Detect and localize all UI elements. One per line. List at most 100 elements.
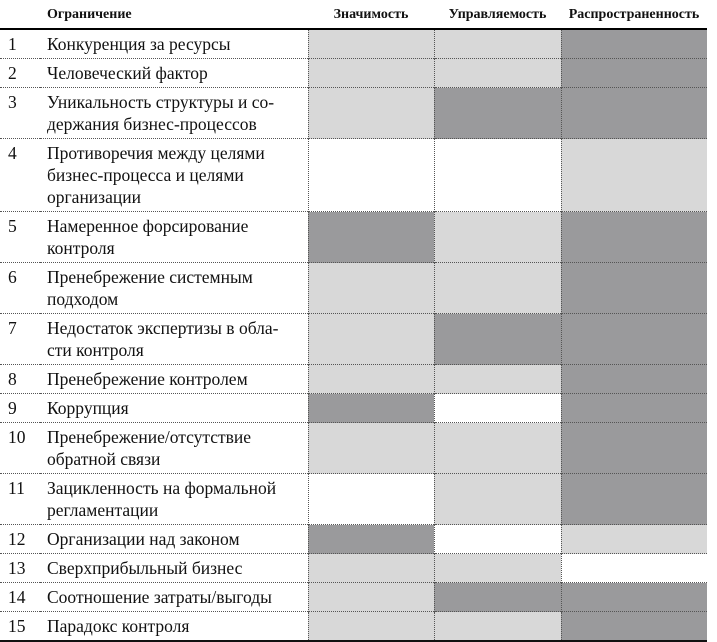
- header-manageability: Управляемость: [434, 0, 561, 30]
- manageability-shade-cell: [433, 211, 561, 263]
- manageability-shade-cell: [433, 393, 561, 423]
- row-number: 2: [0, 58, 40, 88]
- manageability-shade-cell: [433, 313, 561, 365]
- row-number: 8: [0, 364, 40, 394]
- significance-shade-cell: [307, 364, 434, 394]
- table-row: 13 Сверхприбыльный бизнес: [0, 553, 707, 583]
- significance-shade-cell: [307, 611, 434, 642]
- significance-shade-cell: [307, 524, 434, 554]
- limitation-name: Пренебрежение системным подходом: [40, 262, 308, 314]
- table-row: 4 Противоречия между целями бизнес-процес…: [0, 138, 707, 212]
- prevalence-shade-cell: [560, 611, 707, 642]
- limitation-name: Намеренное форсирование контроля: [40, 211, 308, 263]
- table-row: 10 Пренебрежение/отсутствие обратной связ…: [0, 422, 707, 474]
- row-number: 6: [0, 262, 40, 314]
- header-number: [0, 0, 40, 30]
- manageability-shade-cell: [433, 524, 561, 554]
- significance-shade-cell: [307, 87, 434, 139]
- significance-shade-cell: [307, 582, 434, 612]
- prevalence-shade-cell: [560, 87, 707, 139]
- table-row: 12 Организации над законом: [0, 524, 707, 554]
- limitation-name: Противоречия между целями бизнес-процесс…: [40, 138, 308, 212]
- manageability-shade-cell: [433, 138, 561, 212]
- table-row: 14 Соотношение затраты/выгоды: [0, 582, 707, 612]
- manageability-shade-cell: [433, 611, 561, 642]
- prevalence-shade-cell: [560, 553, 707, 583]
- row-number: 3: [0, 87, 40, 139]
- prevalence-shade-cell: [560, 262, 707, 314]
- header-significance: Значимость: [308, 0, 434, 30]
- manageability-shade-cell: [433, 582, 561, 612]
- limitation-name: Пренебрежение контролем: [40, 364, 308, 394]
- header-limitation: Ограничение: [40, 0, 308, 30]
- prevalence-shade-cell: [560, 138, 707, 212]
- row-number: 1: [8, 34, 17, 54]
- limitation-name: Человеческий фактор: [40, 58, 308, 88]
- prevalence-shade-cell: [560, 473, 707, 525]
- prevalence-shade-cell: [560, 211, 707, 263]
- table-row: 9 Коррупция: [0, 393, 707, 423]
- significance-shade-cell: [307, 58, 434, 88]
- prevalence-shade-cell: [560, 364, 707, 394]
- manageability-shade-cell: [433, 29, 561, 59]
- prevalence-shade-cell: [560, 393, 707, 423]
- prevalence-shade-cell: [560, 29, 707, 59]
- significance-shade-cell: [307, 422, 434, 474]
- limitation-name: Зацикленность на формальной регламентаци…: [40, 473, 308, 525]
- table-row: 8 Пренебрежение контролем: [0, 364, 707, 394]
- row-number: 7: [0, 313, 40, 365]
- row-number: 13: [0, 553, 40, 583]
- significance-shade-cell: [307, 262, 434, 314]
- manageability-shade-cell: [433, 422, 561, 474]
- row-number: 12: [0, 524, 40, 554]
- table-row: 5 Намеренное форсирование контроля: [0, 211, 707, 263]
- table-row: 7 Недостаток экспертизы в обла- сти контр…: [0, 313, 707, 365]
- table-row: 11 Зацикленность на формальной регламента…: [0, 473, 707, 525]
- row-number: 10: [0, 422, 40, 474]
- row-number: 4: [0, 138, 40, 212]
- limitation-name: Недостаток экспертизы в обла- сти контро…: [40, 313, 308, 365]
- table-row: 6 Пренебрежение системным подходом: [0, 262, 707, 314]
- limitation-name: Конкуренция за ресурсы: [47, 34, 231, 54]
- row-number: 11: [0, 473, 40, 525]
- manageability-shade-cell: [433, 262, 561, 314]
- significance-shade-cell: [307, 138, 434, 212]
- significance-shade-cell: [307, 393, 434, 423]
- row-number: 5: [0, 211, 40, 263]
- header-prevalence: Распространенность: [561, 0, 707, 30]
- manageability-shade-cell: [433, 364, 561, 394]
- table-body: 1 Конкуренция за ресурсы 2 Человеческий фа…: [0, 29, 707, 642]
- manageability-shade-cell: [433, 473, 561, 525]
- table-row: 1 Конкуренция за ресурсы: [0, 29, 707, 59]
- prevalence-shade-cell: [560, 422, 707, 474]
- limitation-name: Сверхприбыльный бизнес: [40, 553, 308, 583]
- table-row: 2 Человеческий фактор: [0, 58, 707, 88]
- limitation-name: Пренебрежение/отсутствие обратной связи: [40, 422, 308, 474]
- manageability-shade-cell: [433, 87, 561, 139]
- limitation-name: Организации над законом: [40, 524, 308, 554]
- limitation-name: Уникальность структуры и со- держания би…: [40, 87, 308, 139]
- prevalence-shade-cell: [560, 524, 707, 554]
- limitation-name: Коррупция: [40, 393, 308, 423]
- prevalence-shade-cell: [560, 58, 707, 88]
- prevalence-shade-cell: [560, 313, 707, 365]
- manageability-shade-cell: [433, 58, 561, 88]
- row-number: 9: [0, 393, 40, 423]
- significance-shade-cell: [307, 473, 434, 525]
- limitation-name: Парадокс контроля: [40, 611, 308, 642]
- significance-shade-cell: [307, 553, 434, 583]
- table-row: 3 Уникальность структуры и со- держания б…: [0, 87, 707, 139]
- table-header: Ограничение Значимость Управляемость Рас…: [0, 0, 707, 30]
- row-number: 14: [0, 582, 40, 612]
- limitation-name: Соотношение затраты/выгоды: [40, 582, 308, 612]
- significance-shade-cell: [307, 29, 434, 59]
- row-number: 15: [0, 611, 40, 642]
- significance-shade-cell: [307, 211, 434, 263]
- manageability-shade-cell: [433, 553, 561, 583]
- table-row: 15 Парадокс контроля: [0, 611, 707, 642]
- header-row: Ограничение Значимость Управляемость Рас…: [0, 0, 707, 30]
- significance-shade-cell: [307, 313, 434, 365]
- prevalence-shade-cell: [560, 582, 707, 612]
